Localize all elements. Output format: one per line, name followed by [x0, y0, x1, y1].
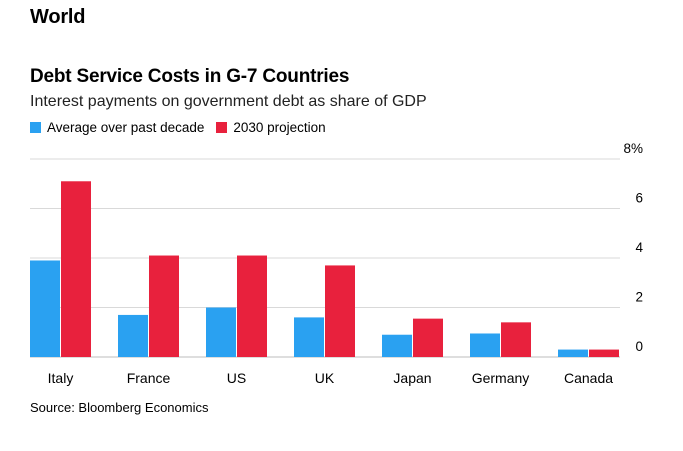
bar-canada-projection: [589, 349, 619, 357]
source-note: Source: Bloomberg Economics: [30, 400, 209, 415]
chart-legend: Average over past decade 2030 projection: [30, 120, 338, 135]
legend-swatch-projection: [216, 122, 228, 133]
x-tick-label: France: [127, 370, 171, 386]
bar-japan-average: [382, 334, 412, 357]
y-tick-label: 0: [635, 339, 643, 354]
chart-title: Debt Service Costs in G-7 Countries: [30, 66, 350, 87]
bar-us-projection: [237, 255, 267, 357]
y-tick-label: 4: [635, 240, 643, 255]
bar-canada-average: [558, 349, 588, 357]
bar-us-average: [206, 307, 236, 357]
legend-label-projection: 2030 projection: [233, 120, 326, 135]
bar-uk-average: [294, 317, 324, 357]
chart-subtitle: Interest payments on government debt as …: [30, 93, 427, 110]
y-tick-label: 2: [635, 290, 643, 305]
x-tick-label: Japan: [393, 370, 431, 386]
bar-france-projection: [149, 255, 179, 357]
x-tick-label: US: [227, 370, 246, 386]
legend-label-average: Average over past decade: [47, 120, 205, 135]
legend-item-projection: 2030 projection: [216, 120, 326, 135]
bar-italy-average: [30, 260, 60, 357]
bar-germany-average: [470, 333, 500, 357]
legend-swatch-average: [30, 122, 41, 133]
y-tick-label: 6: [635, 191, 643, 206]
x-tick-label: UK: [315, 370, 335, 386]
bar-france-average: [118, 314, 148, 357]
x-tick-label: Italy: [48, 370, 74, 386]
x-tick-label: Canada: [564, 370, 613, 386]
section-title[interactable]: World: [30, 6, 86, 28]
bar-germany-projection: [501, 322, 531, 357]
legend-item-average: Average over past decade: [30, 120, 204, 135]
x-tick-label: Germany: [472, 370, 530, 386]
y-tick-label: 8%: [623, 141, 643, 156]
bar-uk-projection: [325, 265, 355, 357]
bar-italy-projection: [61, 181, 91, 357]
bar-japan-projection: [413, 318, 443, 357]
